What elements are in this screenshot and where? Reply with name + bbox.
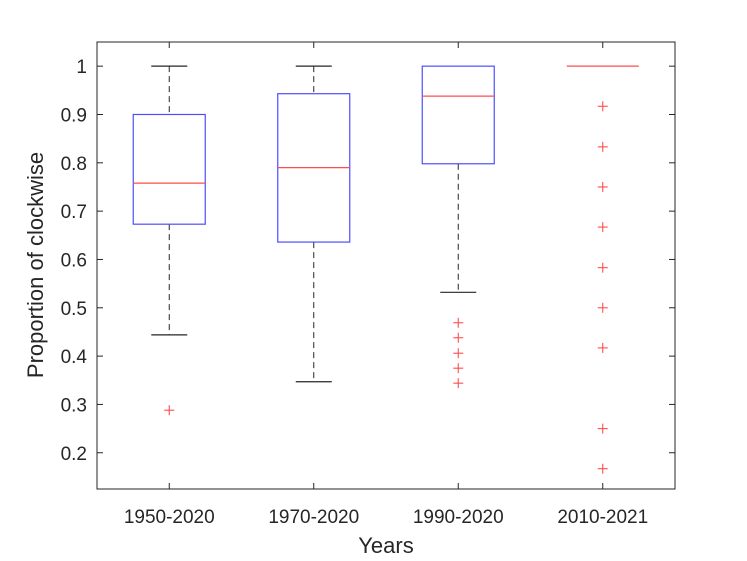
- box-iqr: [421, 65, 495, 165]
- box-series: [132, 65, 639, 474]
- outlier-point: [453, 378, 464, 389]
- y-tick-label: 1: [76, 57, 87, 78]
- box-2010-2021: [566, 65, 639, 474]
- y-tick-label: 0.4: [61, 347, 88, 368]
- box-iqr: [132, 113, 206, 225]
- outlier-point: [597, 342, 608, 353]
- y-tick-label: 0.7: [61, 202, 87, 223]
- y-tick-label: 0.9: [61, 105, 87, 126]
- x-tick-label: 1970-2020: [268, 507, 359, 528]
- outlier-point: [597, 302, 608, 313]
- outlier-point: [597, 222, 608, 233]
- y-tick-label: 0.3: [61, 395, 87, 416]
- outlier-point: [597, 101, 608, 112]
- y-tick-label: 0.5: [61, 299, 87, 320]
- x-tick-label: 2010-2021: [557, 507, 648, 528]
- outlier-point: [453, 317, 464, 328]
- outlier-point: [597, 423, 608, 434]
- outlier-point: [453, 348, 464, 359]
- outlier-point: [453, 363, 464, 374]
- outlier-point: [597, 181, 608, 192]
- y-axis-label: Proportion of clockwise: [23, 152, 48, 378]
- x-axis-label: Years: [358, 533, 413, 558]
- y-axis: 0.2 0.3 0.4 0.5 0.6 0.7 0.8 0.9 1: [61, 57, 675, 465]
- x-tick-label: 1950-2020: [124, 507, 215, 528]
- y-tick-label: 0.6: [61, 250, 87, 271]
- box-1970-2020: [277, 65, 351, 383]
- outlier-point: [597, 262, 608, 273]
- x-axis: 1950-2020 1970-2020 1990-2020 2010-2021: [124, 42, 648, 528]
- y-tick-label: 0.8: [61, 154, 87, 175]
- outlier-point: [164, 405, 175, 416]
- x-tick-label: 1990-2020: [413, 507, 504, 528]
- outlier-point: [597, 463, 608, 474]
- plot-area: [96, 41, 676, 490]
- outlier-point: [453, 332, 464, 343]
- outlier-point: [597, 141, 608, 152]
- y-tick-label: 0.2: [61, 444, 87, 465]
- box-1990-2020: [421, 65, 495, 389]
- box-1950-2020: [132, 65, 206, 416]
